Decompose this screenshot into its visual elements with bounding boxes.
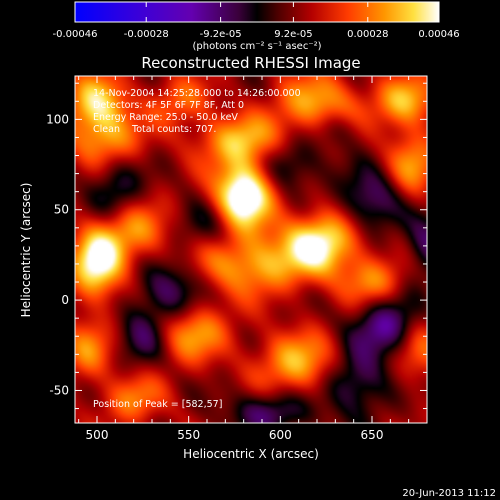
x-tick-label: 550 [177, 428, 200, 442]
heatmap-image [75, 76, 427, 423]
x-axis-label: Heliocentric X (arcsec) [183, 447, 319, 461]
annotation-energy-range: Energy Range: 25.0 - 50.0 keV [93, 112, 238, 123]
colorbar-tick-label: -9.2e-05 [200, 29, 242, 40]
x-tick-label: 600 [269, 428, 292, 442]
observation-info: 14-Nov-2004 14:25:28.000 to 14:26:00.000… [93, 88, 301, 410]
colorbar-gradient [74, 1, 440, 23]
plot-area: 500 550 600 650 -50 0 50 100 [46, 75, 428, 442]
chart-title: Reconstructed RHESSI Image [141, 54, 360, 72]
colorbar-tick-label: 9.2e-05 [274, 29, 312, 40]
y-tick-label: 0 [61, 293, 69, 307]
y-tick-label: -50 [49, 383, 69, 397]
y-tick-label: 100 [46, 112, 69, 126]
x-tick-label: 500 [86, 428, 109, 442]
footer-timestamp: 20-Jun-2013 11:12 [402, 488, 496, 499]
annotation-detectors: Detectors: 4F 5F 6F 7F 8F, Att 0 [93, 100, 244, 111]
colorbar-tick-label: 0.00046 [418, 29, 459, 40]
colorbar-tick-label: -0.00028 [124, 29, 169, 40]
colorbar-tick-label: -0.00046 [53, 29, 98, 40]
annotation-clean-counts: Clean Total counts: 707. [93, 124, 216, 135]
peak-position-label: Position of Peak = [582,57] [93, 399, 222, 410]
plot-frame [74, 75, 428, 424]
colorbar-ticks: -0.00046 -0.00028 -9.2e-05 9.2e-05 0.00028 0.… [53, 2, 460, 40]
colorbar: -0.00046 -0.00028 -9.2e-05 9.2e-05 0.00028 0.… [53, 1, 460, 52]
annotation-time-range: 14-Nov-2004 14:25:28.000 to 14:26:00.000 [93, 88, 301, 99]
axis-ticks: 500 550 600 650 -50 0 50 100 [46, 76, 428, 442]
y-axis-label: Heliocentric Y (arcsec) [19, 183, 33, 318]
colorbar-unit-label: (photons cm⁻² s⁻¹ asec⁻²) [192, 41, 321, 52]
colorbar-tick-label: 0.00028 [347, 29, 388, 40]
y-tick-label: 50 [54, 203, 69, 217]
x-tick-label: 650 [361, 428, 384, 442]
